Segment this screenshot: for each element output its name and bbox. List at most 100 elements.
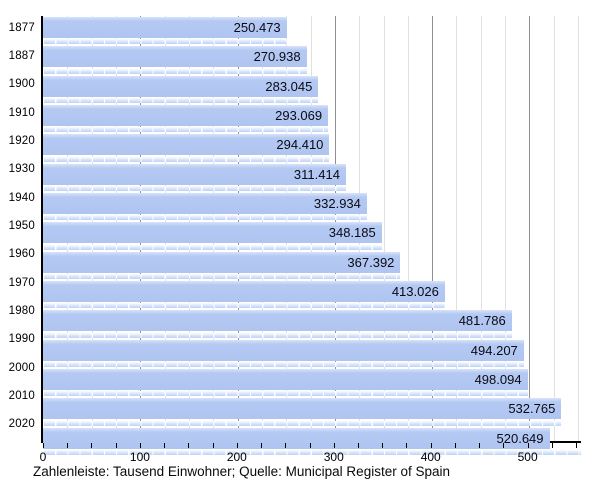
bar-value-label: 270.938 [253, 49, 301, 65]
y-axis-label: 1950 [8, 219, 35, 232]
gridline-minor [480, 16, 482, 441]
y-axis-year-labels: 1877 1887 1900 1910 1920 1930 1940 1950 1960 1970… [0, 16, 35, 441]
x-axis-tick-label: 300 [323, 450, 344, 464]
bar-row: 348.185 [43, 222, 581, 250]
x-axis-tick [164, 443, 166, 448]
bar: 332.934 [43, 192, 367, 214]
x-axis-tick [479, 443, 481, 448]
scale-strip [43, 39, 287, 45]
bar-value-label: 348.185 [328, 225, 376, 241]
gridline-minor [383, 16, 385, 441]
y-axis-label: 1990 [8, 333, 35, 346]
y-axis-label: 1910 [8, 106, 35, 119]
x-axis-tick-label: 200 [226, 450, 247, 464]
x-axis-tick [454, 443, 456, 448]
scale-strip [43, 98, 319, 104]
scale-strip [43, 303, 445, 309]
y-axis-label: 1940 [8, 191, 35, 204]
y-axis-label: 2000 [8, 361, 35, 374]
bar: 311.414 [43, 163, 346, 185]
x-axis-tick [309, 443, 311, 448]
x-axis-tick [382, 443, 384, 448]
gridline-major [529, 16, 531, 441]
x-axis-tick [503, 443, 505, 448]
x-axis-tick [261, 443, 263, 448]
bar: 293.069 [43, 104, 329, 126]
x-axis-tick-label: 100 [129, 450, 150, 464]
gridline-minor [505, 16, 507, 441]
scale-strip [43, 127, 329, 133]
y-axis-label: 1887 [8, 49, 35, 62]
bar-value-label: 413.026 [391, 283, 439, 299]
bar-value-label: 311.414 [293, 166, 340, 182]
y-axis-label: 1877 [8, 21, 35, 34]
bar-row: 283.045 [43, 75, 581, 104]
gridline-minor [456, 16, 458, 441]
bar-value-label: 283.045 [265, 78, 313, 94]
bar-value-label: 332.934 [313, 195, 361, 211]
bar: 520.649 [43, 427, 550, 449]
x-axis-tick [91, 443, 93, 448]
y-axis-label: 1930 [8, 163, 35, 176]
scale-strip [43, 391, 528, 397]
x-axis-tick [188, 443, 190, 448]
bar-row: 494.207 [43, 339, 581, 368]
scale-strip [43, 156, 330, 162]
bar-row: 311.414 [43, 163, 581, 192]
x-axis-tick [236, 443, 238, 448]
bar: 283.045 [43, 75, 319, 97]
bar-value-label: 494.207 [470, 342, 518, 358]
scale-strip [43, 449, 581, 455]
x-axis-tick [576, 443, 578, 448]
x-axis-tick [43, 443, 44, 448]
x-axis-tick [285, 443, 287, 448]
scale-strip [43, 420, 562, 426]
bar-row: 270.938 [43, 46, 581, 74]
gridline-major [432, 16, 434, 441]
scale-strip [43, 68, 307, 74]
gridline-minor [553, 16, 555, 441]
bar: 348.185 [43, 222, 382, 244]
bar-row: 413.026 [43, 280, 581, 309]
bar-row: 294.410 [43, 134, 581, 162]
bar: 250.473 [43, 17, 287, 38]
y-axis-label: 1980 [8, 304, 35, 317]
x-axis-tick [67, 443, 69, 448]
bar-value-label: 481.786 [458, 313, 506, 329]
x-axis-tick-label: 400 [420, 450, 441, 464]
x-axis-tick-label: 500 [517, 450, 538, 464]
x-axis-tick [212, 443, 214, 448]
chart-caption: Zahlenleiste: Tausend Einwohner; Quelle:… [33, 464, 450, 479]
x-axis-tick [115, 443, 117, 448]
bar-value-label: 520.649 [496, 430, 544, 446]
scale-strip [43, 332, 512, 338]
scale-strip [43, 186, 346, 192]
x-axis-tick [358, 443, 359, 448]
scale-strip [43, 244, 382, 250]
plot-area: 250.473 270.938 283.045 293.069 294.410 311.4… [41, 16, 581, 455]
bar: 498.094 [43, 368, 528, 390]
bar-value-label: 532.765 [508, 401, 556, 417]
bar-value-label: 498.094 [474, 371, 522, 387]
gridline-minor [407, 16, 409, 441]
bar: 481.786 [43, 310, 512, 332]
bar-row: 250.473 [43, 17, 581, 45]
bar-rows: 250.473 270.938 283.045 293.069 294.410 311.4… [43, 16, 581, 455]
y-axis-label: 1920 [8, 134, 35, 147]
bar-row: 293.069 [43, 104, 581, 133]
bar: 367.392 [43, 251, 401, 273]
bar-value-label: 250.473 [233, 20, 281, 35]
y-axis-label: 2010 [8, 389, 35, 402]
x-axis-tick [551, 443, 553, 448]
bar-row: 367.392 [43, 251, 581, 280]
bar: 270.938 [43, 46, 307, 68]
bar-value-label: 293.069 [275, 107, 323, 123]
bar-row: 520.649 [43, 427, 581, 456]
x-axis-tick [139, 443, 141, 448]
bar-value-label: 294.410 [276, 137, 324, 153]
bar-row: 332.934 [43, 192, 581, 221]
bar-value-label: 367.392 [347, 254, 395, 270]
scale-strip [43, 215, 367, 221]
y-axis-label: 1960 [8, 248, 35, 261]
